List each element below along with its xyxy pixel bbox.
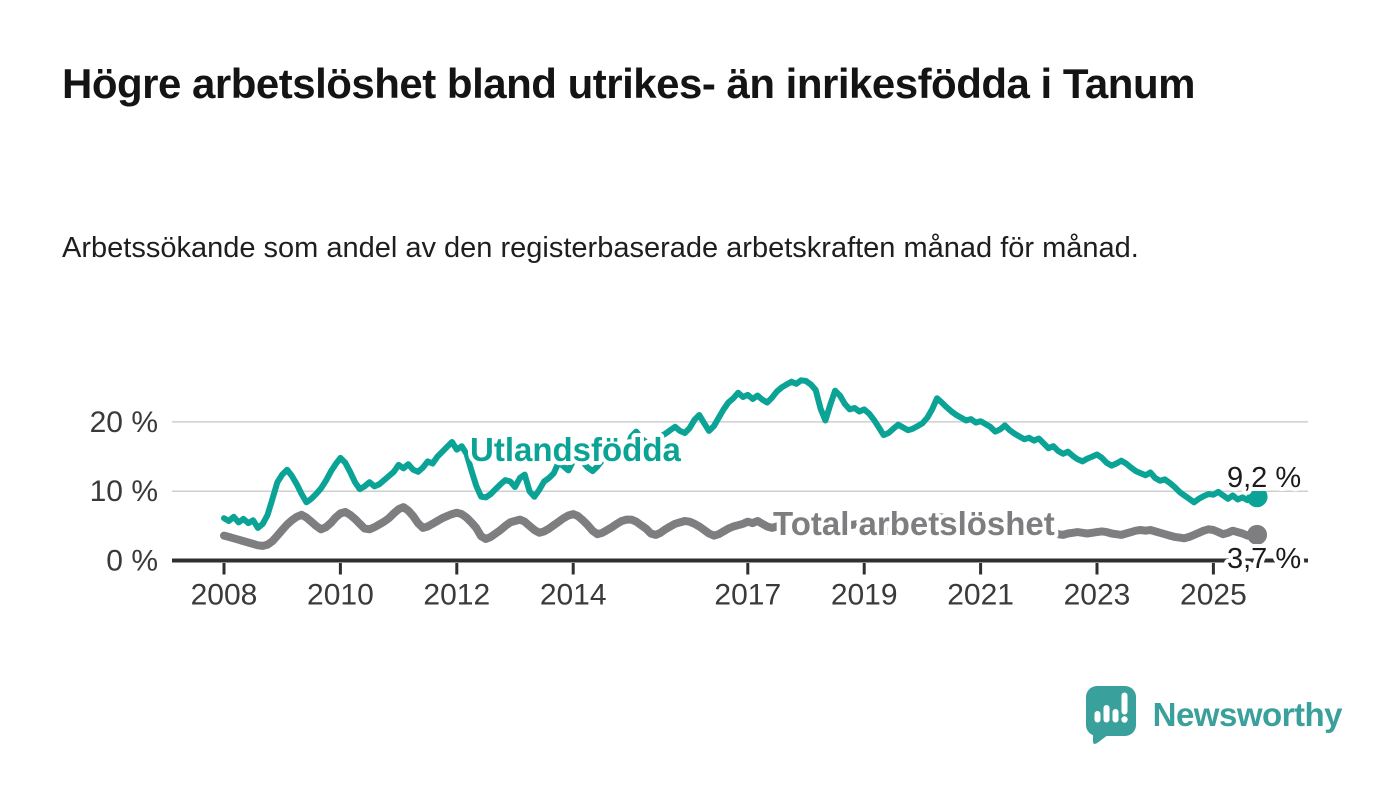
logo-exclamation-bar [1121,692,1128,715]
series-end-value-0: 9,2 % [1227,462,1301,494]
x-tick-label-2017: 2017 [714,579,781,612]
x-tick-label-2010: 2010 [307,579,374,612]
x-tick-label-2012: 2012 [423,579,490,612]
x-tick-label-2019: 2019 [831,579,898,612]
newsworthy-logo: Newsworthy [1084,684,1343,746]
series-line-0 [221,377,1261,531]
logo-bar-2 [1103,705,1110,723]
x-tick-label-2023: 2023 [1064,579,1131,612]
series-end-dot-0 [1246,486,1268,508]
newsworthy-logo-text: Newsworthy [1152,696,1343,733]
series-label-1: Total arbetslöshet [773,505,1055,542]
series-line-1 [220,503,1262,550]
x-tick-label-2008: 2008 [191,579,258,612]
y-tick-label-20: 20 % [90,406,158,439]
page-title: Högre arbetslöshet bland utrikes- än inr… [62,60,1195,107]
x-tick-label-2014: 2014 [540,579,607,612]
page-subtitle: Arbetssökande som andel av den registerb… [62,232,1139,264]
y-tick-label-0: 0 % [106,545,158,578]
series-end-value-1: 3,7 % [1227,543,1301,575]
y-tick-label-10: 10 % [90,475,158,508]
series-label-0: Utlandsfödda [470,431,681,468]
x-tick-label-2025: 2025 [1180,579,1247,612]
x-tick-label-2021: 2021 [947,579,1014,612]
logo-bubble-tail [1092,726,1113,744]
newsworthy-logo-icon [1085,686,1136,744]
logo-bar-1 [1094,711,1101,723]
logo-exclamation-dot [1120,716,1128,723]
logo-bar-3 [1112,709,1119,723]
series-end-dot-1 [1247,524,1268,545]
